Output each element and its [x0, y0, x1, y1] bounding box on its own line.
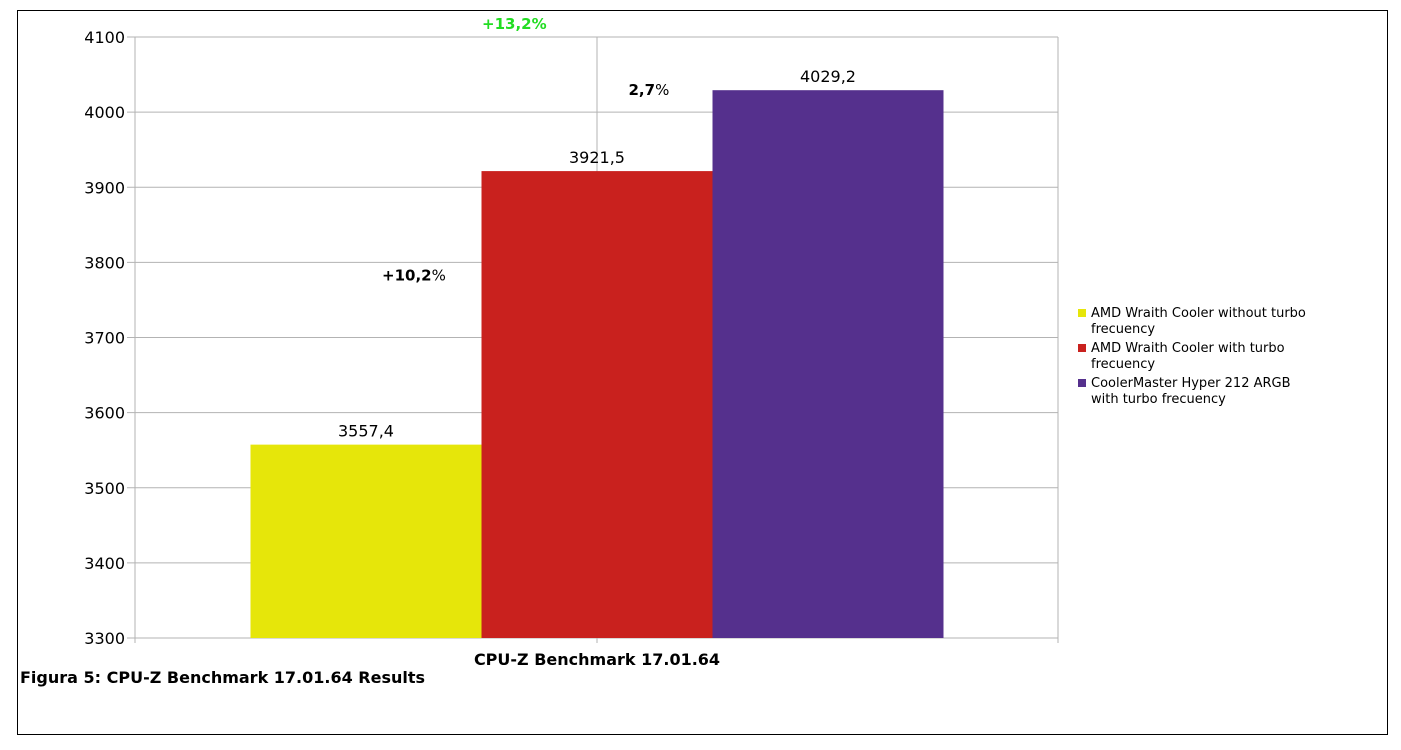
bar: [250, 444, 482, 638]
legend-swatch: [1078, 309, 1086, 317]
y-tick-label: 3300: [84, 629, 125, 648]
y-tick-label: 3700: [84, 329, 125, 348]
legend-item: AMD Wraith Cooler with turbo frecuency: [1078, 341, 1308, 373]
y-tick-label: 3900: [84, 178, 125, 197]
chart-frame: [17, 10, 1388, 735]
bar: [712, 90, 944, 639]
legend-label: CoolerMaster Hyper 212 ARGB with turbo f…: [1091, 376, 1291, 407]
data-label: 3921,5: [569, 148, 625, 167]
y-tick-label: 3500: [84, 479, 125, 498]
y-tick-label: 4000: [84, 103, 125, 122]
figure-caption: Figura 5: CPU-Z Benchmark 17.01.64 Resul…: [20, 668, 426, 687]
legend-swatch: [1078, 344, 1086, 352]
legend-item: AMD Wraith Cooler without turbo frecuenc…: [1078, 306, 1308, 338]
percent-annotation: 2,7%: [629, 81, 670, 99]
legend-item: CoolerMaster Hyper 212 ARGB with turbo f…: [1078, 376, 1308, 408]
legend-label: AMD Wraith Cooler with turbo frecuency: [1091, 341, 1285, 372]
bar: [481, 171, 713, 638]
legend-label: AMD Wraith Cooler without turbo frecuenc…: [1091, 306, 1306, 337]
legend-swatch: [1078, 379, 1086, 387]
y-tick-label: 3600: [84, 404, 125, 423]
percent-annotation: +10,2%: [382, 266, 446, 284]
y-tick-label: 3800: [84, 253, 125, 272]
chart-legend: AMD Wraith Cooler without turbo frecuenc…: [1078, 306, 1308, 411]
percent-annotation: +13,2%: [482, 15, 547, 33]
x-category-label: CPU-Z Benchmark 17.01.64: [474, 650, 720, 669]
y-tick-label: 3400: [84, 554, 125, 573]
data-label: 3557,4: [338, 422, 394, 441]
y-tick-label: 4100: [84, 28, 125, 47]
data-label: 4029,2: [800, 67, 856, 86]
